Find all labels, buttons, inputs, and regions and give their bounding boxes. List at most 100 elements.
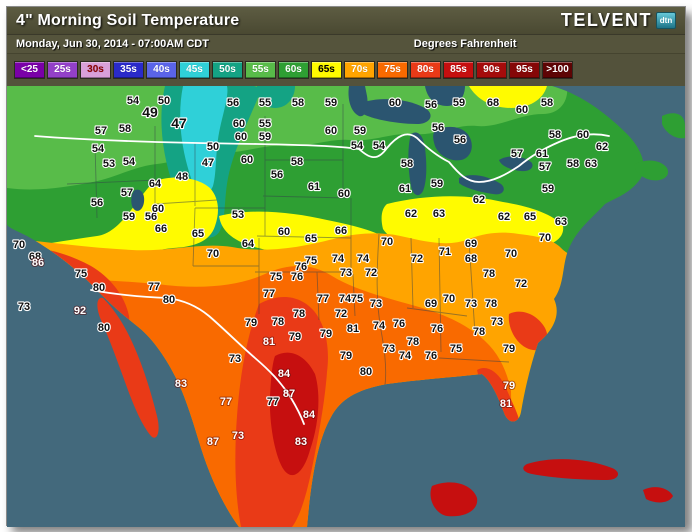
- station-value: 60: [389, 97, 401, 109]
- station-value: 76: [295, 261, 307, 273]
- station-value: 75: [351, 293, 363, 305]
- station-value: 73: [232, 430, 244, 442]
- station-value: 57: [511, 148, 523, 160]
- station-value: 68: [465, 253, 477, 265]
- station-value: 65: [524, 211, 536, 223]
- station-value: 54: [123, 156, 136, 168]
- station-value: 72: [365, 267, 377, 279]
- temperature-legend: <25 25s 30s 35s 40s 45s 50s 55s 60s 65s 70s 75s 80s 8…: [7, 54, 685, 86]
- station-value: 76: [393, 318, 405, 330]
- station-value: 47: [202, 157, 214, 169]
- station-value: 70: [539, 232, 551, 244]
- station-value: 73: [229, 353, 241, 365]
- station-value: 73: [383, 343, 395, 355]
- station-value: 55: [259, 118, 271, 130]
- units-label: Degrees Fahrenheit: [413, 38, 517, 50]
- station-value: 77: [263, 288, 275, 300]
- station-value: 80: [98, 322, 110, 334]
- station-value: 59: [123, 211, 135, 223]
- station-value: 60: [233, 118, 245, 130]
- station-value: 70: [505, 248, 517, 260]
- baja-peninsula: [97, 297, 159, 438]
- great-salt-lake: [131, 189, 145, 211]
- band-45s-core: [180, 86, 228, 195]
- james-bay: [425, 86, 465, 106]
- station-value: 78: [407, 336, 419, 348]
- legend-item-95s: 95s: [509, 61, 540, 79]
- station-value: 68: [29, 251, 41, 263]
- station-value: 58: [291, 156, 303, 168]
- station-value: 76: [425, 350, 437, 362]
- station-value: 73: [465, 298, 477, 310]
- station-value: 59: [542, 183, 554, 195]
- station-value: 62: [498, 211, 510, 223]
- datetime-label: Monday, Jun 30, 2014 - 07:00AM CDT: [16, 38, 209, 50]
- lake-ontario: [499, 156, 533, 172]
- station-value: 61: [308, 181, 320, 193]
- station-value: 72: [411, 253, 423, 265]
- station-value: 59: [259, 131, 271, 143]
- legend-item-80s: 80s: [410, 61, 441, 79]
- station-value: 73: [18, 301, 30, 313]
- station-value: 59: [453, 97, 465, 109]
- station-value: 50: [207, 141, 219, 153]
- station-value: 56: [227, 97, 239, 109]
- station-value: 60: [338, 188, 350, 200]
- station-value: 60: [152, 203, 164, 215]
- station-value: 60: [278, 226, 290, 238]
- station-value: 50: [158, 95, 170, 107]
- legend-item-40s: 40s: [146, 61, 177, 79]
- title-bar: 4" Morning Soil Temperature TELVENT dtn: [7, 7, 685, 35]
- station-value: 63: [585, 158, 597, 170]
- station-value: 64: [149, 178, 162, 190]
- station-value: 48: [176, 171, 188, 183]
- station-value: 74: [332, 253, 345, 265]
- cuba: [523, 459, 619, 480]
- station-value: 59: [354, 125, 366, 137]
- station-value: 79: [245, 317, 257, 329]
- station-value: 47: [171, 115, 187, 131]
- station-value: 75: [450, 343, 462, 355]
- station-value: 78: [293, 308, 305, 320]
- station-value: 60: [235, 131, 247, 143]
- station-value: 63: [433, 208, 445, 220]
- station-value: 74: [373, 320, 386, 332]
- mexico-border-line: [90, 289, 305, 425]
- legend-item-60s: 60s: [278, 61, 309, 79]
- station-value: 55: [259, 97, 271, 109]
- station-value: 57: [121, 187, 133, 199]
- station-value: 81: [500, 398, 512, 410]
- station-value: 73: [370, 298, 382, 310]
- station-value: 58: [292, 97, 304, 109]
- station-value: 56: [454, 134, 466, 146]
- telvent-logo-text: TELVENT: [560, 10, 652, 30]
- station-value: 74: [339, 293, 352, 305]
- station-value: 56: [145, 211, 157, 223]
- station-value: 49: [142, 104, 158, 120]
- station-value: 79: [503, 380, 515, 392]
- station-value: 78: [483, 268, 495, 280]
- station-value: 58: [119, 123, 131, 135]
- band-85s-south-texas: [269, 352, 319, 476]
- station-value: 73: [491, 316, 503, 328]
- station-value: 56: [425, 99, 437, 111]
- station-value: 78: [272, 316, 284, 328]
- lake-michigan: [408, 132, 427, 196]
- station-value: 75: [75, 268, 87, 280]
- station-value: 69: [465, 238, 477, 250]
- state-boundaries: [66, 104, 510, 393]
- station-value: 83: [295, 436, 307, 448]
- station-value: 58: [401, 158, 413, 170]
- station-value: 81: [347, 323, 359, 335]
- station-value: 61: [399, 183, 411, 195]
- station-value: 81: [263, 336, 275, 348]
- station-value: 59: [431, 178, 443, 190]
- station-value: 76: [291, 271, 303, 283]
- station-value: 60: [577, 129, 589, 141]
- station-value: 84: [278, 368, 291, 380]
- station-value: 66: [335, 225, 347, 237]
- legend-item-85s: 85s: [443, 61, 474, 79]
- legend-item-45s: 45s: [179, 61, 210, 79]
